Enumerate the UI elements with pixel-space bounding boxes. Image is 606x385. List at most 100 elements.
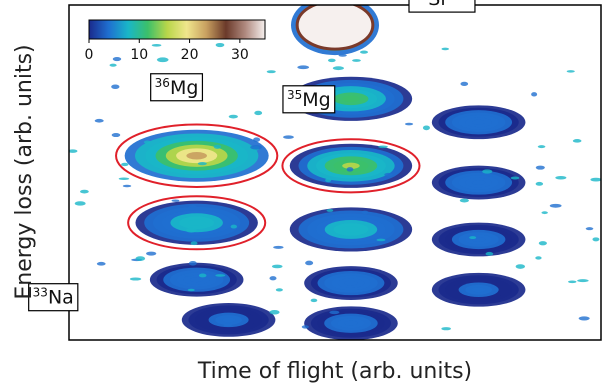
colorbar-tick-label: 10 [130, 47, 148, 63]
count-speckle [69, 149, 78, 153]
count-speckle [422, 125, 430, 131]
count-speckle [469, 236, 477, 240]
count-speckle [122, 184, 132, 188]
count-speckle [325, 178, 332, 183]
count-speckle [537, 145, 546, 149]
count-speckle [376, 238, 386, 242]
count-speckle [572, 139, 582, 143]
count-speckle [188, 260, 197, 266]
count-speckle [198, 273, 207, 278]
count-speckle [146, 251, 157, 256]
element-symbol: Si [428, 0, 445, 10]
count-speckle [215, 42, 225, 48]
count-speckle [384, 172, 393, 177]
isotope-label-box [150, 73, 204, 102]
count-speckle [310, 298, 318, 303]
count-speckle [112, 57, 122, 62]
mass-number: 33 [33, 286, 48, 300]
count-speckle [329, 310, 340, 315]
count-speckle [118, 177, 130, 181]
count-speckle [332, 66, 345, 71]
count-speckle [441, 327, 451, 331]
element-symbol: Na [48, 287, 74, 309]
count-speckle [585, 227, 594, 231]
cluster [431, 105, 526, 140]
cluster [304, 306, 398, 340]
count-speckle [80, 189, 89, 194]
cluster-contour [471, 119, 486, 125]
count-speckle [273, 245, 284, 249]
selection-ring [281, 138, 421, 194]
isotope-label: 36Mg [150, 73, 204, 102]
count-speckle [515, 264, 526, 269]
count-speckle [197, 162, 207, 166]
charge-state: 13+ [446, 0, 471, 1]
mass-number: 36 [155, 76, 170, 90]
count-speckle [215, 274, 226, 277]
count-speckle [352, 59, 361, 62]
cluster [431, 165, 526, 200]
colorbar-tick-label: 20 [181, 47, 199, 63]
count-speckle [271, 264, 283, 269]
count-speckle [538, 241, 547, 246]
count-speckle [156, 57, 169, 63]
count-speckle [121, 162, 129, 167]
count-speckle [151, 43, 162, 47]
count-speckle [269, 276, 277, 281]
colorbar [88, 19, 266, 40]
count-speckle [228, 114, 238, 119]
count-speckle [338, 53, 347, 57]
isotope-label: 38Si13+ [408, 0, 476, 13]
count-speckle [250, 145, 263, 150]
count-speckle [360, 50, 368, 54]
isotope-label-box [282, 85, 336, 114]
element-symbol: Mg [302, 89, 330, 111]
count-speckle [74, 201, 86, 206]
cluster-contour [187, 219, 206, 226]
count-speckle [188, 204, 197, 208]
clusters-layer [69, 5, 601, 340]
colorbar-tick-label: 30 [231, 47, 249, 63]
cluster [149, 262, 244, 297]
count-speckle [459, 198, 469, 203]
isotope-label-text: 35Mg [287, 88, 331, 111]
count-speckle [94, 118, 104, 123]
count-speckle [283, 135, 294, 139]
cluster-contour [221, 317, 236, 323]
count-speckle [266, 70, 276, 74]
mass-number: 38 [413, 0, 428, 1]
selection-ring [127, 195, 267, 251]
count-speckle [269, 310, 280, 315]
count-speckle [143, 140, 151, 144]
count-speckle [541, 211, 548, 215]
colorbar-ticks: 0 10 20 30 [85, 39, 249, 63]
isotope-label-text: 33Na [33, 286, 74, 309]
cluster-contour [471, 287, 486, 293]
mass-number: 35 [287, 88, 302, 102]
count-speckle [555, 175, 567, 180]
element-symbol: Mg [170, 77, 198, 99]
rings-layer [115, 123, 421, 251]
x-axis-label: Time of flight (arb. units) [197, 359, 472, 384]
count-speckle [305, 260, 314, 266]
cluster-saturated-core [295, 5, 375, 51]
count-speckle [346, 167, 354, 172]
background-counts [69, 42, 601, 331]
count-speckle [441, 47, 449, 51]
count-speckle [230, 224, 237, 229]
plot-frame [68, 4, 602, 341]
count-speckle [592, 237, 600, 242]
count-speckle [327, 58, 336, 63]
count-speckle [590, 177, 601, 182]
y-axis-label: Energy loss (arb. units) [12, 44, 37, 299]
cluster [135, 200, 258, 245]
count-speckle [297, 65, 310, 70]
count-speckle [253, 137, 261, 142]
count-speckle [578, 316, 590, 321]
cluster-contour [342, 95, 360, 102]
count-speckle [187, 288, 195, 292]
cluster-contour [342, 226, 360, 233]
isotope-label-text: 36Mg [155, 76, 199, 99]
count-speckle [111, 84, 120, 90]
isotope-label-box [28, 283, 79, 312]
